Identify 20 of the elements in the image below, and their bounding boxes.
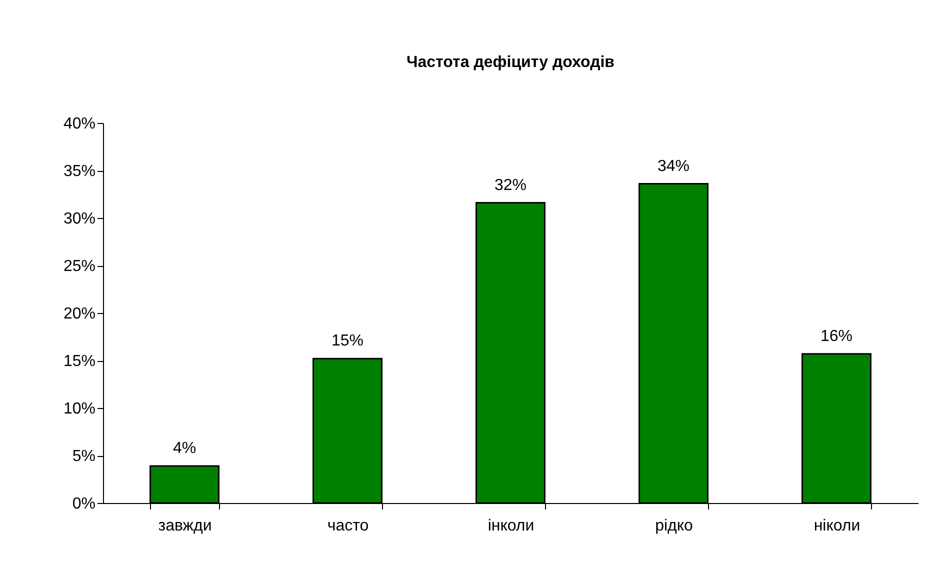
y-tick-label: 10% <box>63 400 96 418</box>
y-tick-label: 25% <box>63 258 96 275</box>
x-tick-label: завжди <box>158 518 212 534</box>
x-tick-label: часто <box>327 518 369 534</box>
y-tick-label: 0% <box>72 496 96 512</box>
data-label: 16% <box>820 328 853 345</box>
chart-title: Частота дефіциту доходів <box>406 54 615 71</box>
data-label: 34% <box>657 158 690 175</box>
x-tick-label: рідко <box>655 518 694 534</box>
x-tick-label: інколи <box>488 518 534 534</box>
x-tick-label: ніколи <box>814 518 860 534</box>
y-tick-label: 40% <box>63 116 96 132</box>
y-tick-label: 30% <box>63 210 96 228</box>
data-label: 4% <box>172 440 196 457</box>
y-tick-label: 5% <box>72 448 96 465</box>
y-tick-label: 35% <box>63 163 96 180</box>
y-tick-label: 20% <box>63 306 96 322</box>
data-label: 32% <box>494 176 527 194</box>
data-label: 15% <box>331 332 364 350</box>
y-tick-label: 15% <box>63 353 96 370</box>
